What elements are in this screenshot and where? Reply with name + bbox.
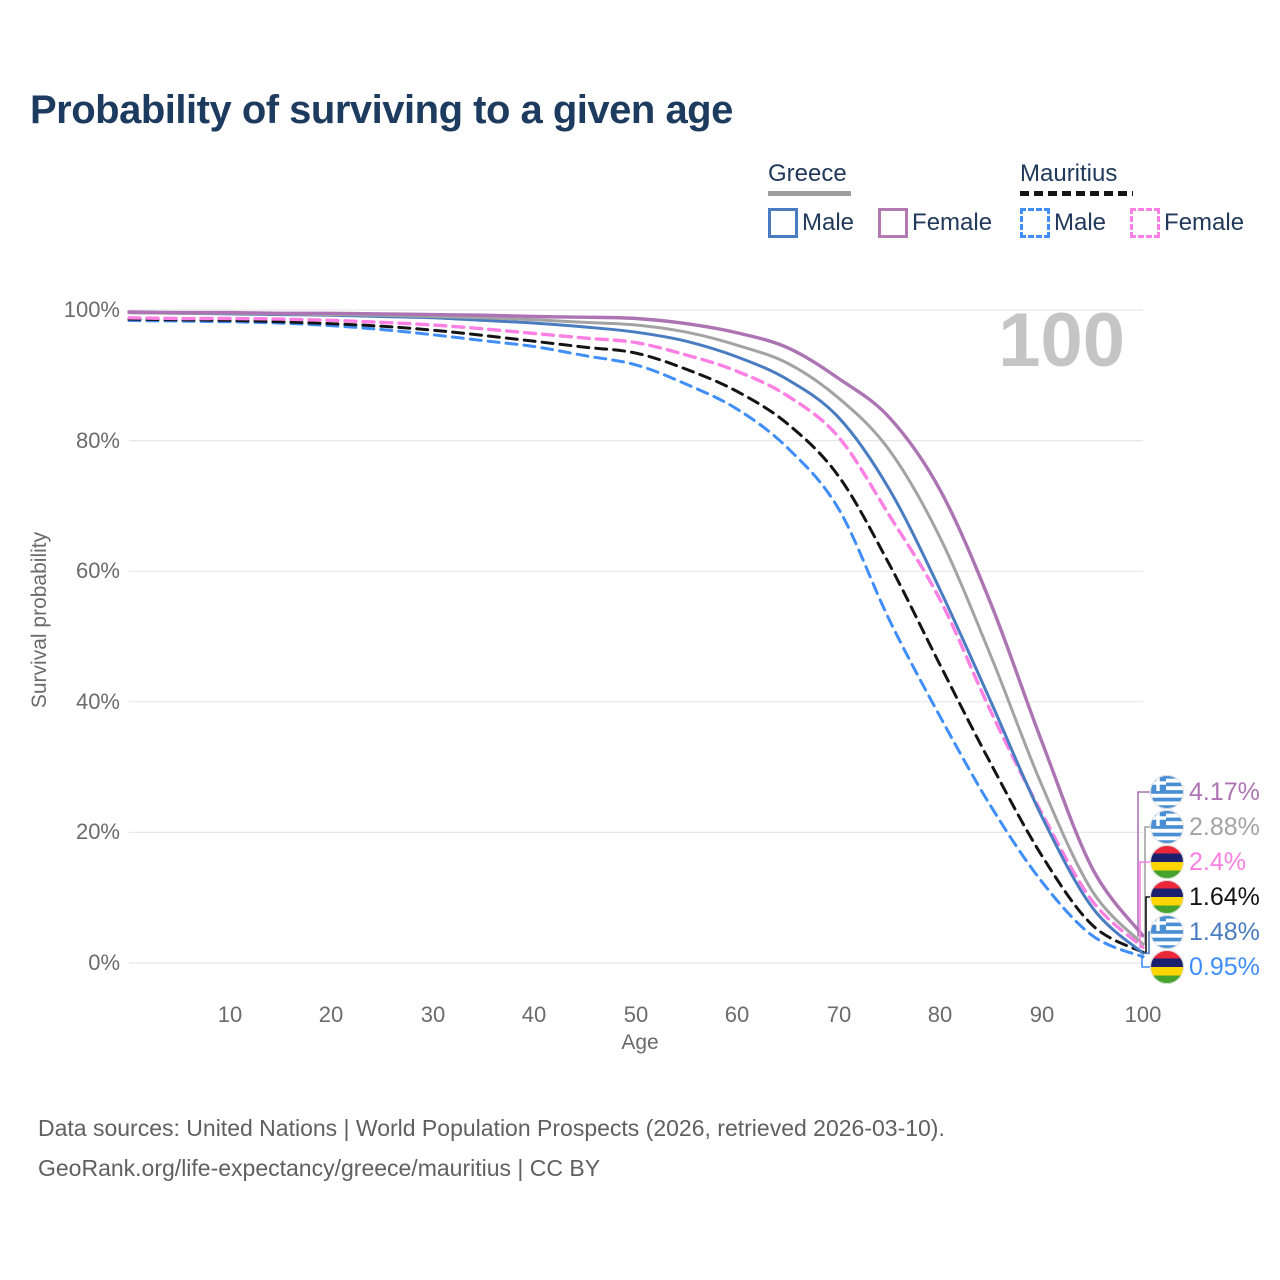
- end-label-value: 0.95%: [1189, 952, 1260, 981]
- end-label-value: 2.4%: [1189, 847, 1246, 876]
- mauritius-flag-icon: [1150, 950, 1184, 984]
- y-tick: 0%: [88, 950, 120, 975]
- x-tick: 20: [319, 1002, 343, 1027]
- legend-label: Female: [912, 209, 993, 236]
- x-tick: 10: [218, 1002, 242, 1027]
- data-sources-footer: Data sources: United Nations | World Pop…: [38, 1108, 945, 1188]
- greece-flag-icon: [1150, 915, 1184, 949]
- x-tick: 100: [1125, 1002, 1162, 1027]
- mauritius-female-swatch-icon: [1130, 208, 1161, 238]
- age-watermark: 100: [998, 298, 1125, 383]
- y-axis-title: Survival probability: [28, 531, 51, 708]
- y-tick: 20%: [76, 819, 120, 844]
- end-label-value: 1.64%: [1189, 882, 1260, 911]
- x-tick: 40: [522, 1002, 546, 1027]
- x-tick: 90: [1030, 1002, 1054, 1027]
- connector-1.64%: [1143, 896, 1150, 954]
- connector-2.4%: [1139, 861, 1150, 949]
- legend-group-greece: Greece Male Female: [768, 160, 992, 238]
- x-tick: 80: [928, 1002, 952, 1027]
- legend-item-mauritius-female[interactable]: Female: [1130, 208, 1244, 238]
- y-tick: 60%: [76, 558, 120, 583]
- footer-line-1: Data sources: United Nations | World Pop…: [38, 1115, 945, 1141]
- greece-male-swatch-icon: [768, 208, 798, 238]
- x-axis-title: Age: [621, 1031, 658, 1054]
- y-tick: 40%: [76, 689, 120, 714]
- end-label-value: 4.17%: [1189, 777, 1260, 806]
- legend-mauritius-line-swatch: [1020, 191, 1133, 196]
- connector-0.95%: [1141, 956, 1150, 968]
- curve-greece-female: [127, 310, 1145, 938]
- end-label-value: 2.88%: [1189, 812, 1260, 841]
- legend-mauritius-title: Mauritius: [1020, 160, 1118, 187]
- greece-flag-icon: [1150, 775, 1184, 809]
- legend-item-mauritius-male[interactable]: Male: [1020, 208, 1106, 238]
- end-label-greece-4.17%: 4.17%: [1150, 774, 1260, 810]
- survival-curves: [127, 310, 1145, 959]
- legend-label: Male: [1054, 209, 1107, 236]
- end-label-value: 1.48%: [1189, 917, 1260, 946]
- legend-greece-line-swatch: [768, 191, 851, 196]
- connector-2.88%: [1143, 826, 1150, 945]
- page-title: Probability of surviving to a given age: [30, 88, 733, 132]
- curve-mauritius-female: [127, 316, 1145, 949]
- curve-mauritius-male: [127, 318, 1145, 959]
- legend-label: Male: [802, 209, 855, 236]
- x-tick: 50: [624, 1002, 648, 1027]
- footer-line-2: GeoRank.org/life-expectancy/greece/mauri…: [38, 1155, 601, 1181]
- legend-greece-title: Greece: [768, 160, 847, 187]
- y-axis-ticks: 0% 20% 40% 60% 80% 100%: [64, 297, 120, 975]
- mauritius-flag-icon: [1150, 880, 1184, 914]
- x-axis-ticks: 10 20 30 40 50 60 70 80 90 100: [218, 1002, 1162, 1027]
- end-label-mauritius-0.95%: 0.95%: [1150, 949, 1260, 985]
- end-label-connectors: [1137, 791, 1150, 968]
- greece-female-swatch-icon: [878, 208, 909, 238]
- curve-mauritius: [127, 317, 1145, 954]
- end-label-mauritius-1.64%: 1.64%: [1150, 879, 1260, 915]
- x-tick: 70: [827, 1002, 851, 1027]
- greece-flag-icon: [1150, 810, 1184, 844]
- legend-label: Female: [1164, 209, 1245, 236]
- mauritius-flag-icon: [1150, 845, 1184, 879]
- legend-item-greece-female[interactable]: Female: [878, 208, 992, 238]
- y-tick: 80%: [76, 428, 120, 453]
- end-label-greece-1.48%: 1.48%: [1150, 914, 1260, 950]
- gridlines: [129, 309, 1143, 964]
- curve-greece: [127, 311, 1145, 946]
- connector-1.48%: [1143, 931, 1150, 955]
- end-label-greece-2.88%: 2.88%: [1150, 809, 1260, 845]
- end-label-mauritius-2.4%: 2.4%: [1150, 844, 1246, 880]
- legend-group-mauritius: Mauritius Male Female: [1020, 160, 1244, 238]
- legend-item-greece-male[interactable]: Male: [768, 208, 854, 238]
- mauritius-male-swatch-icon: [1020, 208, 1050, 238]
- curve-greece-male: [127, 311, 1145, 955]
- x-tick: 30: [421, 1002, 445, 1027]
- y-tick: 100%: [64, 297, 120, 322]
- x-tick: 60: [725, 1002, 749, 1027]
